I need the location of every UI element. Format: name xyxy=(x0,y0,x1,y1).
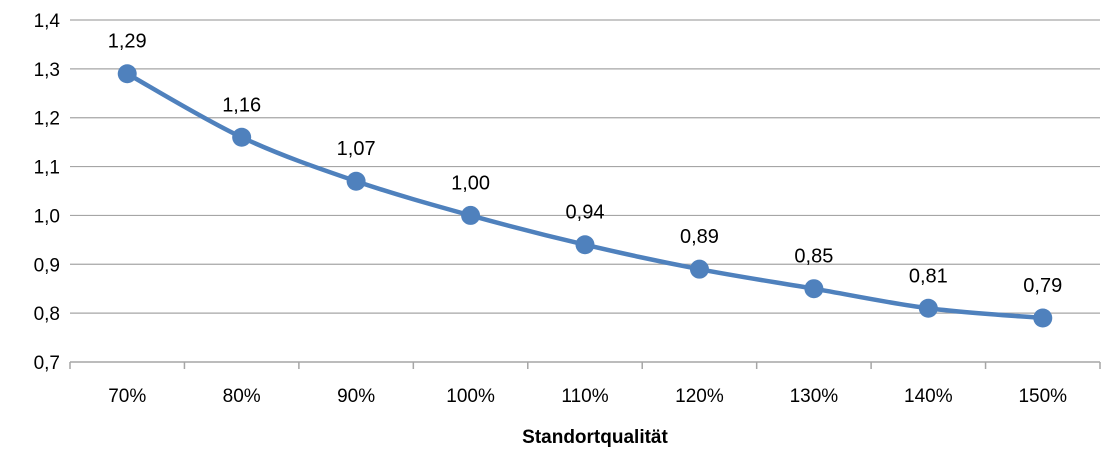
x-tick-label: 70% xyxy=(108,386,146,407)
data-label: 1,07 xyxy=(337,138,376,160)
data-label: 1,00 xyxy=(451,172,490,194)
x-tick-label: 90% xyxy=(337,386,375,407)
data-labels: 1,29 1,16 1,07 1,00 0,94 0,89 0,85 0,81 0,79 xyxy=(108,31,1062,297)
y-tick-label: 1,1 xyxy=(34,158,60,179)
data-label: 0,81 xyxy=(909,265,948,287)
x-tick-label: 150% xyxy=(1018,386,1067,407)
y-tick-label: 1,3 xyxy=(34,60,60,81)
x-axis xyxy=(69,361,1101,369)
x-axis-title: Standortqualität xyxy=(522,427,668,448)
x-tick-label: 110% xyxy=(561,386,608,407)
x-axis-tick-labels: 70% 80% 90% 100% 110% 120% 130% 140% 150% xyxy=(108,386,1067,407)
gridlines xyxy=(70,19,1100,314)
y-tick-label: 1,4 xyxy=(34,11,61,32)
series-line xyxy=(124,71,1046,321)
x-tick-label: 100% xyxy=(446,386,495,407)
x-tick-label: 140% xyxy=(904,386,953,407)
y-tick-label: 0,7 xyxy=(34,353,60,374)
data-label: 0,89 xyxy=(680,226,719,248)
y-tick-label: 1,0 xyxy=(34,206,60,227)
data-label: 0,85 xyxy=(794,246,833,268)
data-label: 1,29 xyxy=(108,31,147,53)
data-label: 1,16 xyxy=(222,94,261,116)
data-label: 0,79 xyxy=(1023,275,1062,297)
data-point xyxy=(117,64,137,84)
data-point xyxy=(575,235,595,255)
y-axis-tick-labels: 0,7 0,8 0,9 1,0 1,1 1,2 1,3 1,4 xyxy=(34,11,61,374)
y-tick-label: 0,8 xyxy=(34,304,60,325)
data-point xyxy=(1033,308,1053,328)
data-label: 0,94 xyxy=(566,202,605,224)
data-point xyxy=(346,171,366,191)
x-tick-label: 80% xyxy=(223,386,261,407)
series-path xyxy=(124,71,1046,321)
y-tick-label: 0,9 xyxy=(34,255,60,276)
data-point xyxy=(804,279,824,299)
x-tick-label: 130% xyxy=(790,386,839,407)
data-point xyxy=(232,127,252,147)
data-point xyxy=(461,205,481,225)
data-point xyxy=(689,259,709,279)
x-tick-label: 120% xyxy=(675,386,724,407)
y-tick-label: 1,2 xyxy=(34,109,60,130)
data-point xyxy=(918,298,938,318)
data-points xyxy=(117,64,1053,328)
